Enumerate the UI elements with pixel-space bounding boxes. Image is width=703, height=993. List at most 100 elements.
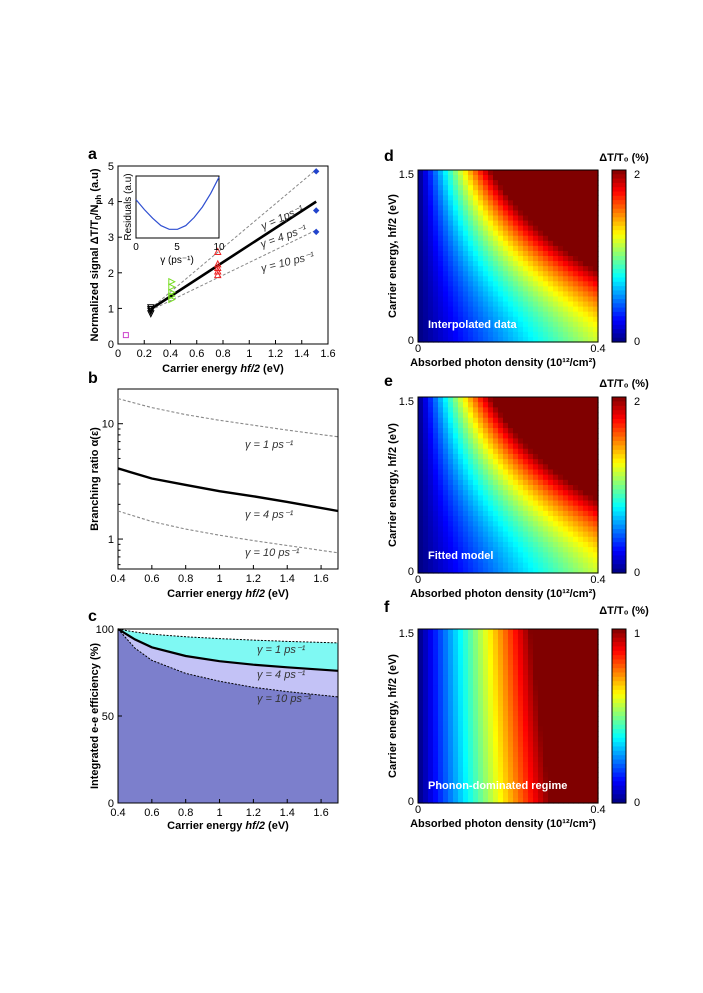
heatmap-cell [438,291,444,298]
heatmap-cell [548,210,554,217]
heatmap-cell [453,306,459,313]
heatmap-cell [458,311,464,318]
heatmap-cell [503,438,509,445]
heatmap-cell [533,311,539,318]
heatmap-cell [418,185,424,191]
heatmap-cell [423,301,429,308]
heatmap-cell [453,443,459,450]
heatmap-cell [548,629,554,635]
heatmap-cell [453,402,459,408]
heatmap-cell [443,235,449,242]
heatmap-cell [438,301,444,308]
heatmap-cell [583,276,589,282]
heatmap-cell [523,235,529,242]
heatmap-cell [448,526,454,533]
heatmap-cell [578,772,584,779]
heatmap-cell [453,474,459,481]
colorbar-title: ΔT/T₀ (%) [599,152,649,164]
heatmap-cell [578,536,584,543]
heatmap-cell [463,326,469,333]
heatmap-cell [558,240,564,247]
heatmap-cell [483,296,489,303]
heatmap-cell [463,331,469,338]
heatmap-cell [563,792,569,799]
heatmap-cell [528,700,534,707]
heatmap-cell [468,469,474,476]
colorbar-cell [612,750,626,756]
heatmap-cell [533,170,539,176]
heatmap-cell [558,407,564,414]
heatmap-cell [563,634,569,640]
heatmap-cell [563,448,569,455]
colorbar-cell [612,454,626,460]
heatmap-cell [548,417,554,424]
c-ytick-label: 100 [96,624,114,636]
heatmap-cell [433,230,439,237]
heatmap-cell [588,271,594,277]
heatmap-cell [553,690,559,697]
colorbar-cell [612,251,626,257]
heatmap-cell [488,495,494,502]
heatmap-cell [453,521,459,528]
heatmap-cell [588,170,594,176]
heatmap-cell [418,448,424,455]
heatmap-cell [548,792,554,799]
panel-b-frame [117,388,339,570]
heatmap-cell [488,695,494,702]
heatmap-cell [508,453,514,460]
heatmap-cell [488,547,494,553]
panel-a-line-labels: γ = 1ps⁻¹ γ = 4 ps⁻¹ γ = 10 ps⁻¹ [259,203,316,275]
heatmap-cell [528,316,534,323]
heatmap-cell [473,777,479,784]
heatmap-cell [433,495,439,502]
heatmap-cell [533,541,539,548]
heatmap-cell [523,422,529,429]
heatmap-cell [468,649,474,656]
heatmap-cell [453,311,459,318]
heatmap-cell [528,695,534,702]
heatmap-cell [513,495,519,502]
heatmap-cell [498,185,504,191]
heatmap-cell [528,438,534,445]
heatmap-cell [528,321,534,328]
heatmap-cell [473,782,479,789]
heatmap-cell [588,669,594,676]
heatmap-cell [488,552,494,559]
a-ytick-label: 1 [108,303,114,315]
heatmap-cell [568,296,574,303]
heatmap-cell [478,331,484,338]
heatmap-cell [543,276,549,282]
a-point-diamond [312,228,320,236]
heatmap-cell [463,215,469,222]
heatmap-cell [588,700,594,707]
heatmap-cell [543,301,549,308]
heatmap-cell [503,629,509,635]
heatmap-cell [443,321,449,328]
heatmap-cell [528,412,534,419]
heatmap-cell [548,685,554,692]
heatmap-cell [453,726,459,732]
heatmap-cell [503,291,509,298]
heatmap-cell [473,629,479,635]
heatmap-cell [578,485,584,491]
heatmap-cell [493,644,499,651]
heatmap-cell [458,751,464,758]
heatmap-cell [588,256,594,262]
heatmap-cell [533,746,539,753]
heatmap-cell [423,469,429,476]
heatmap-cell [473,195,479,201]
heatmap-cell [568,291,574,298]
heatmap-cell [588,261,594,267]
heatmap-cell [458,235,464,242]
heatmap-cell [463,428,469,434]
heatmap-cell [543,510,549,517]
heatmap-cell [428,402,434,408]
heatmap-cell [558,797,564,804]
heatmap-cell [568,235,574,242]
b-series-line [117,467,339,513]
heatmap-cell [563,245,569,252]
heatmap-cell [458,443,464,450]
heatmap-cell [518,664,524,671]
c-xtick-label: 1 [216,807,222,819]
